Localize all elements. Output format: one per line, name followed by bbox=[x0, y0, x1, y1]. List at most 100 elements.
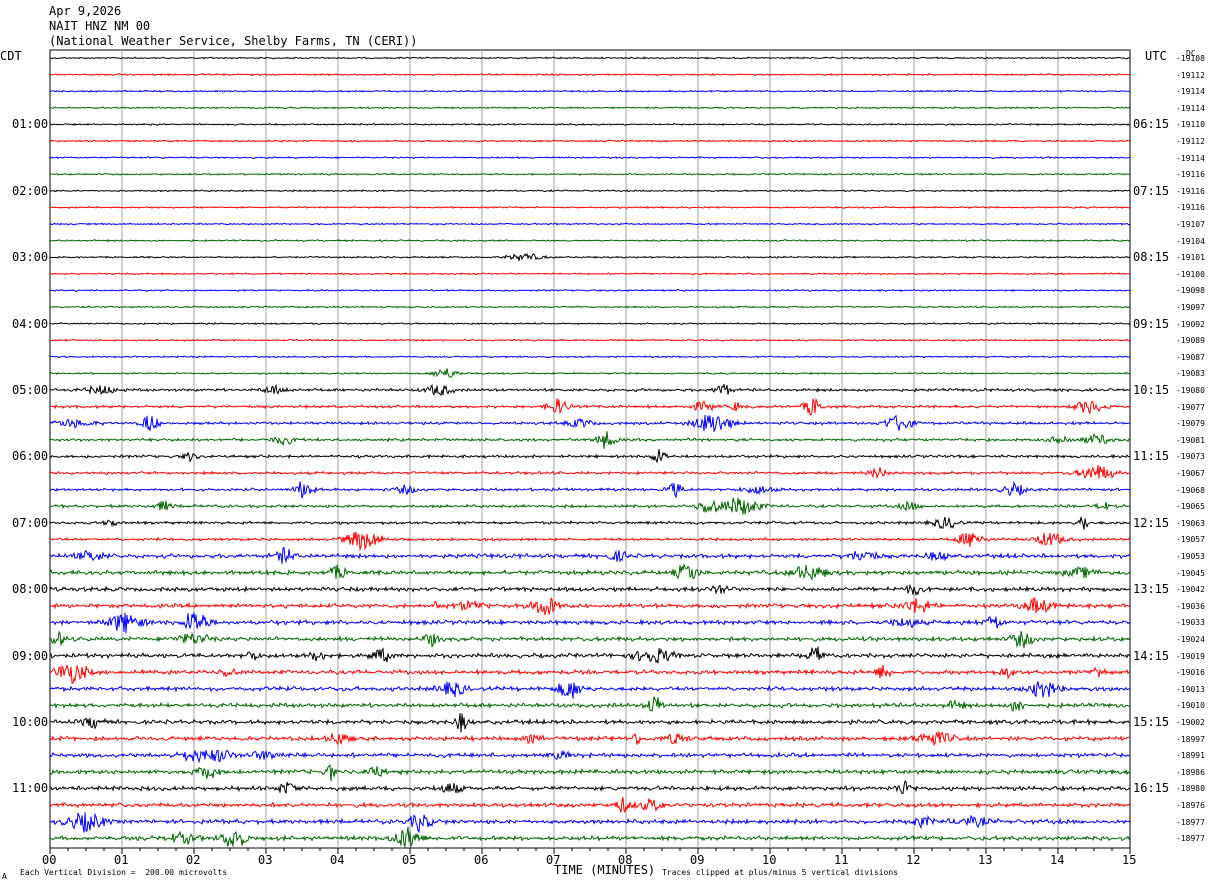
x-tick-label: 13 bbox=[978, 853, 993, 867]
trace-line bbox=[49, 288, 1131, 293]
plot-frame bbox=[49, 49, 1131, 849]
dc-value-label: -19108 bbox=[1176, 54, 1205, 63]
trace-line bbox=[49, 172, 1131, 176]
dc-value-label: -19024 bbox=[1176, 635, 1205, 644]
left-timezone-label: CDT bbox=[0, 49, 22, 63]
dc-value-label: -19083 bbox=[1176, 369, 1205, 379]
dc-value-label: -19002 bbox=[1176, 718, 1205, 727]
dc-value-label: -19073 bbox=[1176, 452, 1205, 462]
trace-line bbox=[49, 139, 1131, 143]
dc-value-label: -19045 bbox=[1176, 568, 1205, 578]
dc-value-label: -19098 bbox=[1176, 286, 1205, 296]
trace-line bbox=[49, 749, 1131, 764]
x-tick-label: 03 bbox=[258, 853, 273, 867]
dc-value-label: -19067 bbox=[1176, 469, 1205, 478]
dc-value-label: -19013 bbox=[1176, 684, 1205, 694]
left-hour-label: 03:00 bbox=[12, 250, 49, 265]
dc-value-label: -19033 bbox=[1176, 618, 1205, 628]
dc-value-label: -19053 bbox=[1176, 552, 1205, 561]
trace-line bbox=[50, 122, 1131, 127]
left-hour-label: 05:00 bbox=[12, 383, 49, 397]
trace-line bbox=[49, 480, 1131, 499]
dc-value-label: -19042 bbox=[1176, 585, 1205, 595]
trace-line bbox=[49, 222, 1131, 226]
footer-scale-note: Each Vertical Division = 200.00 microvol… bbox=[20, 868, 228, 877]
trace-line bbox=[49, 531, 1131, 552]
dc-value-label: -18997 bbox=[1176, 734, 1205, 744]
dc-unit-label: DC bbox=[1186, 49, 1196, 58]
network-name: (National Weather Service, Shelby Farms,… bbox=[49, 34, 418, 48]
x-tick-label: 09 bbox=[690, 853, 705, 867]
trace-line bbox=[49, 562, 1131, 581]
x-tick-label: 12 bbox=[906, 853, 921, 867]
dc-value-label: -18980 bbox=[1176, 784, 1205, 794]
dc-value-label: -19116 bbox=[1176, 186, 1205, 196]
right-hour-label: 08:15 bbox=[1133, 250, 1170, 265]
trace-line bbox=[49, 713, 1131, 733]
dc-value-label: -19110 bbox=[1176, 120, 1205, 130]
left-hour-label: 06:00 bbox=[12, 449, 49, 464]
dc-value-label: -19107 bbox=[1176, 220, 1205, 229]
dc-value-label: -19010 bbox=[1176, 701, 1205, 711]
right-timezone-label: UTC bbox=[1145, 49, 1167, 63]
trace-line bbox=[50, 321, 1131, 326]
x-tick-label: 01 bbox=[114, 853, 129, 867]
trace-line bbox=[49, 448, 1131, 464]
right-hour-label: 07:15 bbox=[1133, 183, 1170, 198]
trace-line bbox=[49, 414, 1131, 433]
dc-value-label: -19089 bbox=[1176, 336, 1205, 346]
dc-value-label: -19063 bbox=[1176, 518, 1205, 528]
x-tick-label: 06 bbox=[474, 853, 489, 867]
trace-line bbox=[49, 763, 1131, 782]
dc-value-label: -19112 bbox=[1176, 70, 1205, 80]
dc-value-label: -19104 bbox=[1176, 236, 1205, 246]
trace-line bbox=[50, 106, 1131, 110]
dc-value-label: -19036 bbox=[1176, 601, 1205, 611]
trace-line bbox=[49, 597, 1131, 616]
right-hour-label: 14:15 bbox=[1133, 648, 1170, 663]
grid-lines bbox=[49, 49, 1131, 849]
right-hour-label: 09:15 bbox=[1133, 316, 1170, 331]
dc-value-label: -18977 bbox=[1176, 817, 1205, 827]
dc-value-label: -19101 bbox=[1176, 253, 1205, 263]
dc-value-label: -19016 bbox=[1176, 668, 1205, 678]
x-tick-label: 00 bbox=[42, 853, 57, 867]
footer-clip-note: Traces clipped at plus/minus 5 vertical … bbox=[662, 868, 899, 877]
trace-line bbox=[49, 189, 1131, 193]
left-hour-label: 11:00 bbox=[12, 781, 49, 796]
trace-line bbox=[49, 338, 1131, 342]
plot-date: Apr 9,2026 bbox=[49, 4, 122, 18]
trace-line bbox=[49, 465, 1130, 480]
left-hour-label: 07:00 bbox=[12, 515, 49, 530]
trace-line bbox=[49, 89, 1131, 93]
trace-line bbox=[49, 546, 1131, 564]
dc-value-label: -19114 bbox=[1176, 103, 1205, 113]
trace-line bbox=[49, 72, 1131, 77]
dc-value-label: -19112 bbox=[1176, 137, 1205, 146]
trace-line bbox=[49, 272, 1131, 276]
trace-line bbox=[49, 156, 1131, 160]
dc-value-label: -19116 bbox=[1176, 203, 1205, 213]
x-axis-title: TIME (MINUTES) bbox=[554, 863, 656, 877]
left-hour-label: 09:00 bbox=[12, 648, 49, 663]
trace-group bbox=[49, 56, 1131, 849]
dc-value-label: -19081 bbox=[1176, 435, 1205, 445]
right-hour-label: 12:15 bbox=[1133, 515, 1170, 530]
left-hour-label: 01:00 bbox=[12, 117, 49, 132]
trace-line bbox=[49, 646, 1131, 664]
x-tick-label: 10 bbox=[762, 853, 777, 867]
trace-line bbox=[49, 56, 1131, 60]
dc-value-label: -18977 bbox=[1176, 834, 1205, 844]
dc-value-label: -19019 bbox=[1176, 651, 1205, 661]
dc-value-label: -19057 bbox=[1176, 535, 1205, 545]
dc-value-label: -19097 bbox=[1176, 303, 1205, 312]
dc-value-label: -19087 bbox=[1176, 352, 1205, 362]
trace-line bbox=[49, 383, 1131, 397]
right-hour-label: 10:15 bbox=[1133, 383, 1170, 397]
trace-line bbox=[49, 797, 1131, 814]
dc-value-label: -19114 bbox=[1176, 153, 1205, 163]
right-hour-label: 13:15 bbox=[1133, 582, 1170, 597]
dc-value-label: -19114 bbox=[1176, 87, 1205, 97]
trace-line bbox=[49, 368, 1130, 378]
